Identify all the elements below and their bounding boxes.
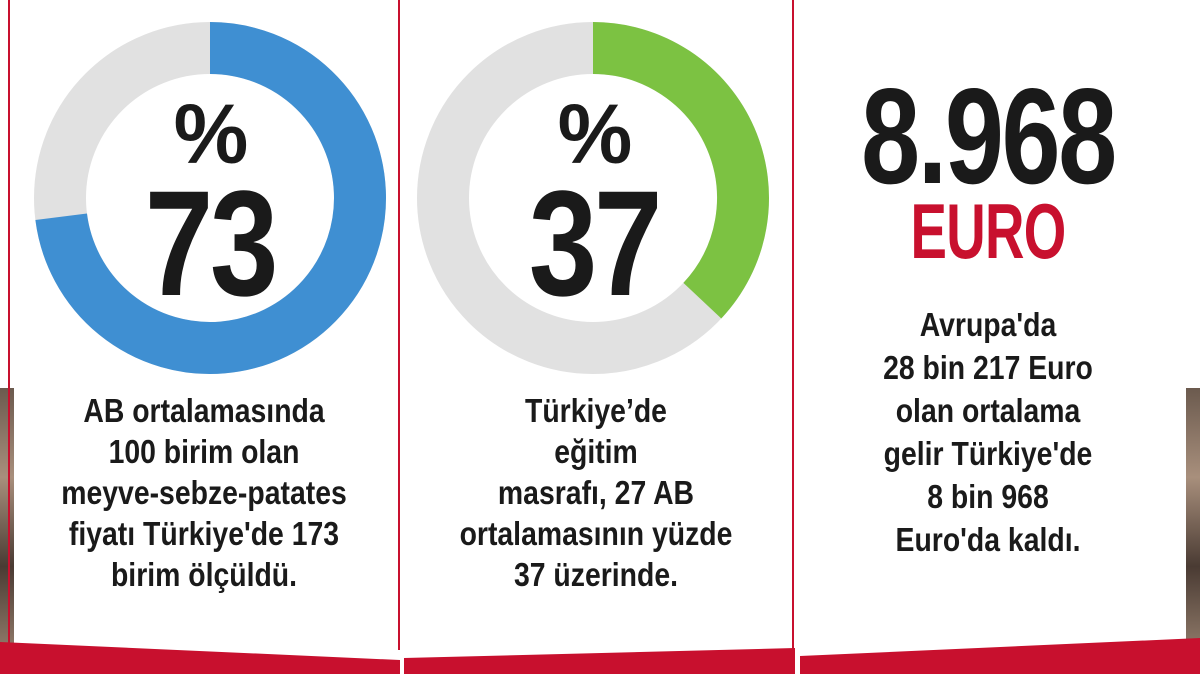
donut-value-arc [592, 22, 769, 319]
percent-sign: % [173, 87, 249, 181]
caption-line: 8 bin 968 [927, 478, 1049, 515]
caption-line: Euro'da kaldı. [895, 521, 1081, 558]
donut-chart-37 [417, 22, 769, 374]
caption-education: Türkiye’de eğitim masrafı, 27 AB ortalam… [439, 390, 752, 595]
caption-line: gelir Türkiye'de [883, 435, 1093, 472]
caption-line: fiyatı Türkiye'de 173 [68, 515, 340, 552]
income-value: 8.968 [861, 60, 1117, 212]
caption-line: Türkiye’de [525, 392, 667, 429]
caption-line: 37 üzerinde. [513, 556, 679, 593]
panel-education-cost: % 37 Türkiye’de eğitim masrafı, 27 AB or… [400, 0, 792, 650]
panel-fruit-veg-price: % 73 AB ortalamasında 100 birim olan mey… [10, 0, 398, 650]
caption-line: eğitim [554, 433, 638, 470]
caption-line: masrafı, 27 AB [497, 474, 695, 511]
bottom-red-band [0, 638, 1200, 674]
donut-value-arc [35, 22, 386, 374]
caption-line: AB ortalamasında [83, 392, 325, 429]
divider-middle-2 [792, 0, 794, 650]
caption-line: 100 birim olan [108, 433, 300, 470]
caption-line: Avrupa'da [919, 306, 1057, 343]
caption-line: ortalamasının yüzde [459, 515, 733, 552]
caption-line: olan ortalama [895, 392, 1081, 429]
photo-edge-right [1186, 388, 1200, 643]
percent-value: 37 [528, 159, 663, 327]
photo-edge-left [0, 388, 14, 643]
caption-line: 28 bin 217 Euro [883, 349, 1093, 386]
caption-fruit-veg: AB ortalamasında 100 birim olan meyve-se… [49, 390, 359, 595]
donut-chart-73 [34, 22, 386, 374]
caption-line: birim ölçüldü. [110, 556, 298, 593]
divider-middle-1 [398, 0, 400, 650]
caption-income: Avrupa'da 28 bin 217 Euro olan ortalama … [833, 303, 1143, 561]
caption-line: meyve-sebze-patates [61, 474, 347, 511]
percent-value: 73 [144, 159, 279, 327]
percent-sign: % [557, 87, 633, 181]
income-unit: EURO [910, 187, 1067, 275]
divider-left [8, 0, 10, 650]
